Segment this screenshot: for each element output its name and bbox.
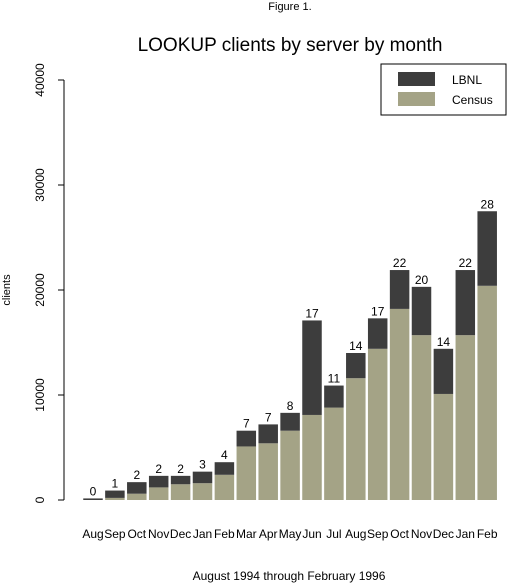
x-tick-label: Dec [170, 527, 191, 541]
bar-data-label: 14 [437, 335, 451, 349]
bar-data-label: 7 [243, 417, 250, 431]
bar-segment-lbnl [192, 471, 213, 484]
bar-segment-census [346, 378, 366, 500]
bar-segment-census [258, 443, 278, 500]
x-tick-label: Aug [345, 527, 366, 541]
bar-data-label: 28 [481, 197, 495, 211]
bar-segment-lbnl [411, 286, 432, 336]
bar-segment-lbnl [127, 482, 147, 494]
bar-segment-census [148, 487, 169, 500]
x-tick-label: Sep [104, 527, 126, 541]
bar-data-label: 17 [371, 304, 385, 318]
bar-segment-lbnl [389, 270, 410, 309]
bar-segment-census [280, 430, 300, 500]
bar-segment-lbnl [455, 270, 476, 336]
bar-data-label: 8 [287, 399, 294, 413]
y-tick-label: 10000 [33, 378, 47, 412]
y-axis: 0 10000 20000 30000 40000 [33, 63, 65, 503]
legend-frame [380, 63, 507, 116]
bar-segment-census [236, 446, 257, 500]
x-tick-label: Aug [82, 527, 103, 541]
bar-segment-lbnl [170, 475, 191, 485]
chart-title: LOOKUP clients by server by month [138, 35, 443, 56]
bar-segment-census [367, 348, 388, 500]
bar-segment-census [170, 484, 191, 500]
x-tick-label: May [279, 527, 302, 541]
bar-segment-lbnl [105, 490, 125, 498]
bar-segment-census [411, 335, 432, 500]
bar-segment-lbnl [83, 498, 103, 500]
bar-segment-census [302, 414, 322, 500]
bar-segment-lbnl [477, 211, 497, 286]
bar-data-label: 2 [133, 468, 140, 482]
x-tick-label: Dec [433, 527, 454, 541]
y-tick-label: 0 [33, 496, 47, 503]
x-tick-label: Sep [367, 527, 389, 541]
x-tick-label: Feb [214, 527, 235, 541]
bar-data-label: 22 [459, 256, 473, 270]
bar-segment-census [105, 497, 125, 500]
legend: LBNL Census [380, 63, 507, 116]
bar-data-label: 2 [177, 462, 184, 476]
bar-segment-census [433, 393, 454, 500]
x-tick-label: Jun [302, 527, 321, 541]
bar-segment-lbnl [324, 385, 344, 408]
y-axis-title: clients [1, 274, 13, 306]
bar-segment-lbnl [433, 348, 454, 394]
y-tick-labels: 0 10000 20000 30000 40000 [33, 63, 64, 503]
bar-segment-census [324, 407, 344, 500]
bar-segment-lbnl [148, 475, 169, 488]
x-axis-title: August 1994 through February 1996 [193, 569, 386, 583]
bar-segment-census [127, 493, 147, 500]
bar-data-label: 14 [349, 339, 363, 353]
bar-segment-census [214, 474, 235, 500]
x-tick-label: Apr [259, 527, 278, 541]
figure-label: Figure 1. [268, 1, 311, 13]
x-tick-label: Feb [477, 527, 498, 541]
bar-data-label: 0 [90, 484, 97, 498]
bars-layer [83, 211, 497, 500]
bar-data-label: 1 [112, 477, 119, 491]
y-tick-label: 30000 [33, 168, 47, 202]
legend-swatch-census [398, 92, 435, 106]
legend-swatch-lbnl [398, 72, 435, 86]
x-tick-labels: Aug Sep Oct Nov Dec Jan Feb Mar Apr May Jun Jul Aug S… [82, 527, 498, 541]
bar-segment-lbnl [302, 320, 322, 415]
legend-label-census: Census [452, 93, 493, 107]
legend-label-lbnl: LBNL [452, 73, 482, 87]
bar-segment-lbnl [236, 430, 257, 447]
x-tick-label: Jan [456, 527, 475, 541]
x-tick-label: Oct [390, 527, 409, 541]
bar-segment-census [477, 285, 497, 500]
bar-data-label: 17 [305, 306, 319, 320]
bar-segment-lbnl [367, 318, 388, 349]
bar-data-label: 7 [265, 410, 272, 424]
x-tick-label: Jan [193, 527, 212, 541]
y-tick-label: 40000 [33, 63, 47, 97]
bar-data-label: 4 [221, 448, 228, 462]
bar-segment-census [455, 335, 476, 500]
x-tick-label: Mar [236, 527, 257, 541]
y-tick-label: 20000 [33, 273, 47, 307]
bar-data-label: 3 [199, 458, 206, 472]
bar-data-label: 11 [328, 372, 341, 386]
bar-segment-lbnl [258, 424, 278, 444]
bar-segment-census [389, 308, 410, 500]
bar-data-label: 20 [415, 273, 429, 287]
x-tick-label: Nov [411, 527, 432, 541]
bar-segment-lbnl [214, 462, 235, 475]
bar-data-label: 22 [393, 256, 407, 270]
x-tick-label: Oct [127, 527, 146, 541]
bar-segment-lbnl [346, 353, 366, 379]
bar-segment-lbnl [280, 412, 300, 431]
bar-data-label: 2 [155, 462, 162, 476]
x-tick-label: Jul [326, 527, 341, 541]
bar-segment-census [192, 483, 213, 500]
x-tick-label: Nov [148, 527, 169, 541]
